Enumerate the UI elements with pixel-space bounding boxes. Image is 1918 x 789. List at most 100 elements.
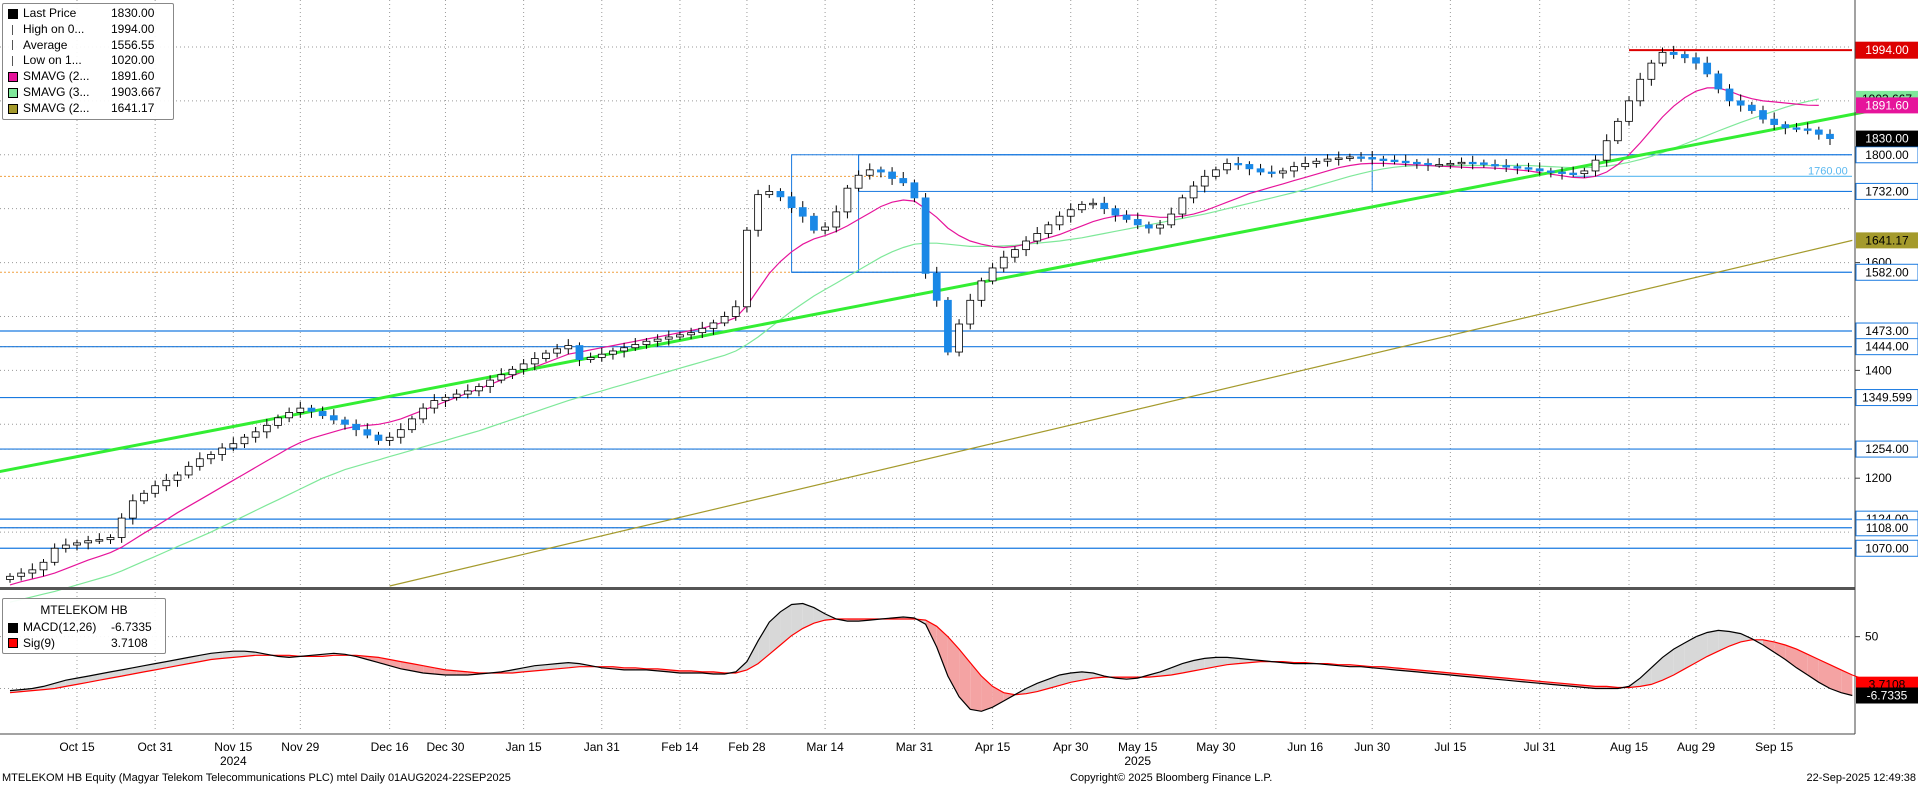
x-axis-year-label: 2025	[1124, 754, 1151, 768]
y-tick-label: 1200	[1865, 471, 1892, 485]
macd-histogram-fill	[1193, 658, 1205, 671]
level-tag-box	[1855, 41, 1918, 59]
candle-body	[1792, 127, 1801, 130]
level-tag: 1070.00	[1855, 539, 1918, 557]
macd-histogram-fill	[1160, 667, 1172, 677]
x-axis-label: Jun 16	[1287, 740, 1323, 754]
candle-body	[1200, 175, 1209, 187]
candle-body	[1580, 170, 1589, 175]
legend-name: High on 0...	[23, 21, 85, 36]
candle-body	[776, 191, 785, 198]
candle-body	[1223, 162, 1231, 171]
macd-histogram-fill	[1059, 672, 1071, 686]
macd-histogram-fill	[1841, 669, 1853, 696]
candle-body	[1692, 57, 1700, 64]
level-tag-box	[1855, 539, 1918, 557]
legend-swatch-icon	[12, 24, 22, 35]
candle-body	[575, 345, 584, 360]
candle-body	[720, 316, 729, 324]
candle-body	[262, 424, 271, 433]
candle-body	[296, 407, 305, 413]
level-tag: 1108.00	[1855, 519, 1918, 537]
candle-body	[1111, 208, 1120, 216]
legend-swatch-icon	[12, 40, 22, 51]
macd-histogram-fill	[947, 636, 960, 697]
candle-body	[1535, 168, 1544, 172]
macd-histogram-fill	[1171, 663, 1183, 676]
level-label: 1760.00	[1808, 165, 1848, 177]
candle-body	[1290, 166, 1298, 172]
candle-body	[1390, 159, 1399, 163]
candle-body	[6, 575, 14, 580]
candle-body	[1569, 172, 1578, 175]
candle-body	[1011, 249, 1019, 258]
legend-value: 1830.00	[111, 6, 155, 20]
x-axis-year-label: 2024	[220, 754, 247, 768]
value-tag-label: 1891.60	[1865, 98, 1909, 112]
candle-body	[1658, 51, 1667, 64]
macd-histogram-fill	[1070, 671, 1082, 683]
candle-body	[1558, 171, 1566, 174]
candle-body	[530, 358, 539, 365]
macd-legend-entry: MACD(12,26) -6.7335	[8, 620, 160, 636]
level-tag-label: 1108.00	[1866, 521, 1909, 535]
candle-body	[1591, 159, 1600, 172]
level-tag: 1349.599	[1855, 389, 1918, 407]
candle-body	[676, 334, 684, 338]
candle-body	[374, 434, 383, 441]
candle-body	[1457, 161, 1466, 165]
value-tag-box	[1856, 130, 1918, 147]
footer-security-description: MTELEKOM HB Equity (Magyar Telekom Telec…	[2, 772, 511, 784]
candle-body	[664, 336, 673, 340]
footer-copyright: Copyright© 2025 Bloomberg Finance L.P.	[1070, 772, 1273, 784]
candle-body	[1647, 62, 1656, 80]
candle-body	[251, 431, 260, 438]
candle-body	[140, 492, 148, 502]
level-tag-box	[1855, 338, 1918, 356]
level-tag-label: 1800.00	[1865, 148, 1909, 162]
macd-histogram-fill	[1774, 641, 1786, 660]
macd-histogram-fill	[233, 651, 245, 658]
macd-histogram-fill	[936, 626, 948, 677]
macd-value-tag-label: -6.7335	[1867, 689, 1908, 703]
consolidation-box	[791, 154, 860, 273]
macd-histogram-fill	[1037, 679, 1049, 692]
candle-body	[475, 386, 483, 392]
candle-body	[17, 572, 26, 577]
candle-body	[1725, 88, 1734, 102]
level-tag-label: 1473.00	[1865, 324, 1909, 338]
macd-histogram-fill	[523, 665, 535, 672]
x-axis-label: Mar 31	[896, 740, 934, 754]
price-legend-entry: High on 0... 1994.00	[8, 22, 168, 38]
macd-signal-line	[9, 618, 1886, 696]
candle-body	[1759, 110, 1767, 120]
macd-histogram-fill	[758, 622, 770, 664]
candle-body	[743, 229, 751, 308]
candle-body	[787, 196, 796, 208]
x-axis-label: Feb 14	[661, 740, 699, 754]
candle-body	[408, 418, 416, 431]
candle-body	[1256, 168, 1265, 173]
candle-body	[1803, 128, 1812, 131]
candle-body	[84, 540, 93, 544]
value-tag: 1830.00	[1856, 130, 1918, 147]
candle-body	[932, 272, 941, 301]
candle-body	[1714, 73, 1723, 90]
macd-histogram-fill	[791, 603, 803, 636]
level-tag: 1444.00	[1855, 338, 1918, 356]
macd-histogram-fill	[1763, 639, 1775, 653]
candle-body	[877, 169, 885, 173]
macd-histogram-fill	[1651, 657, 1663, 685]
candle-body	[1491, 164, 1499, 167]
macd-histogram-fill	[411, 663, 424, 673]
candle-body	[1066, 209, 1075, 217]
legend-swatch-icon	[8, 87, 18, 98]
candle-body	[352, 423, 360, 431]
macd-histogram-fill	[1707, 630, 1719, 657]
candle-body	[497, 374, 506, 381]
candle-body	[1279, 170, 1287, 174]
candle-body	[61, 544, 70, 549]
macd-histogram-fill	[1204, 657, 1216, 669]
legend-value: -6.7335	[111, 619, 152, 634]
legend-value: 3.7108	[111, 635, 148, 650]
